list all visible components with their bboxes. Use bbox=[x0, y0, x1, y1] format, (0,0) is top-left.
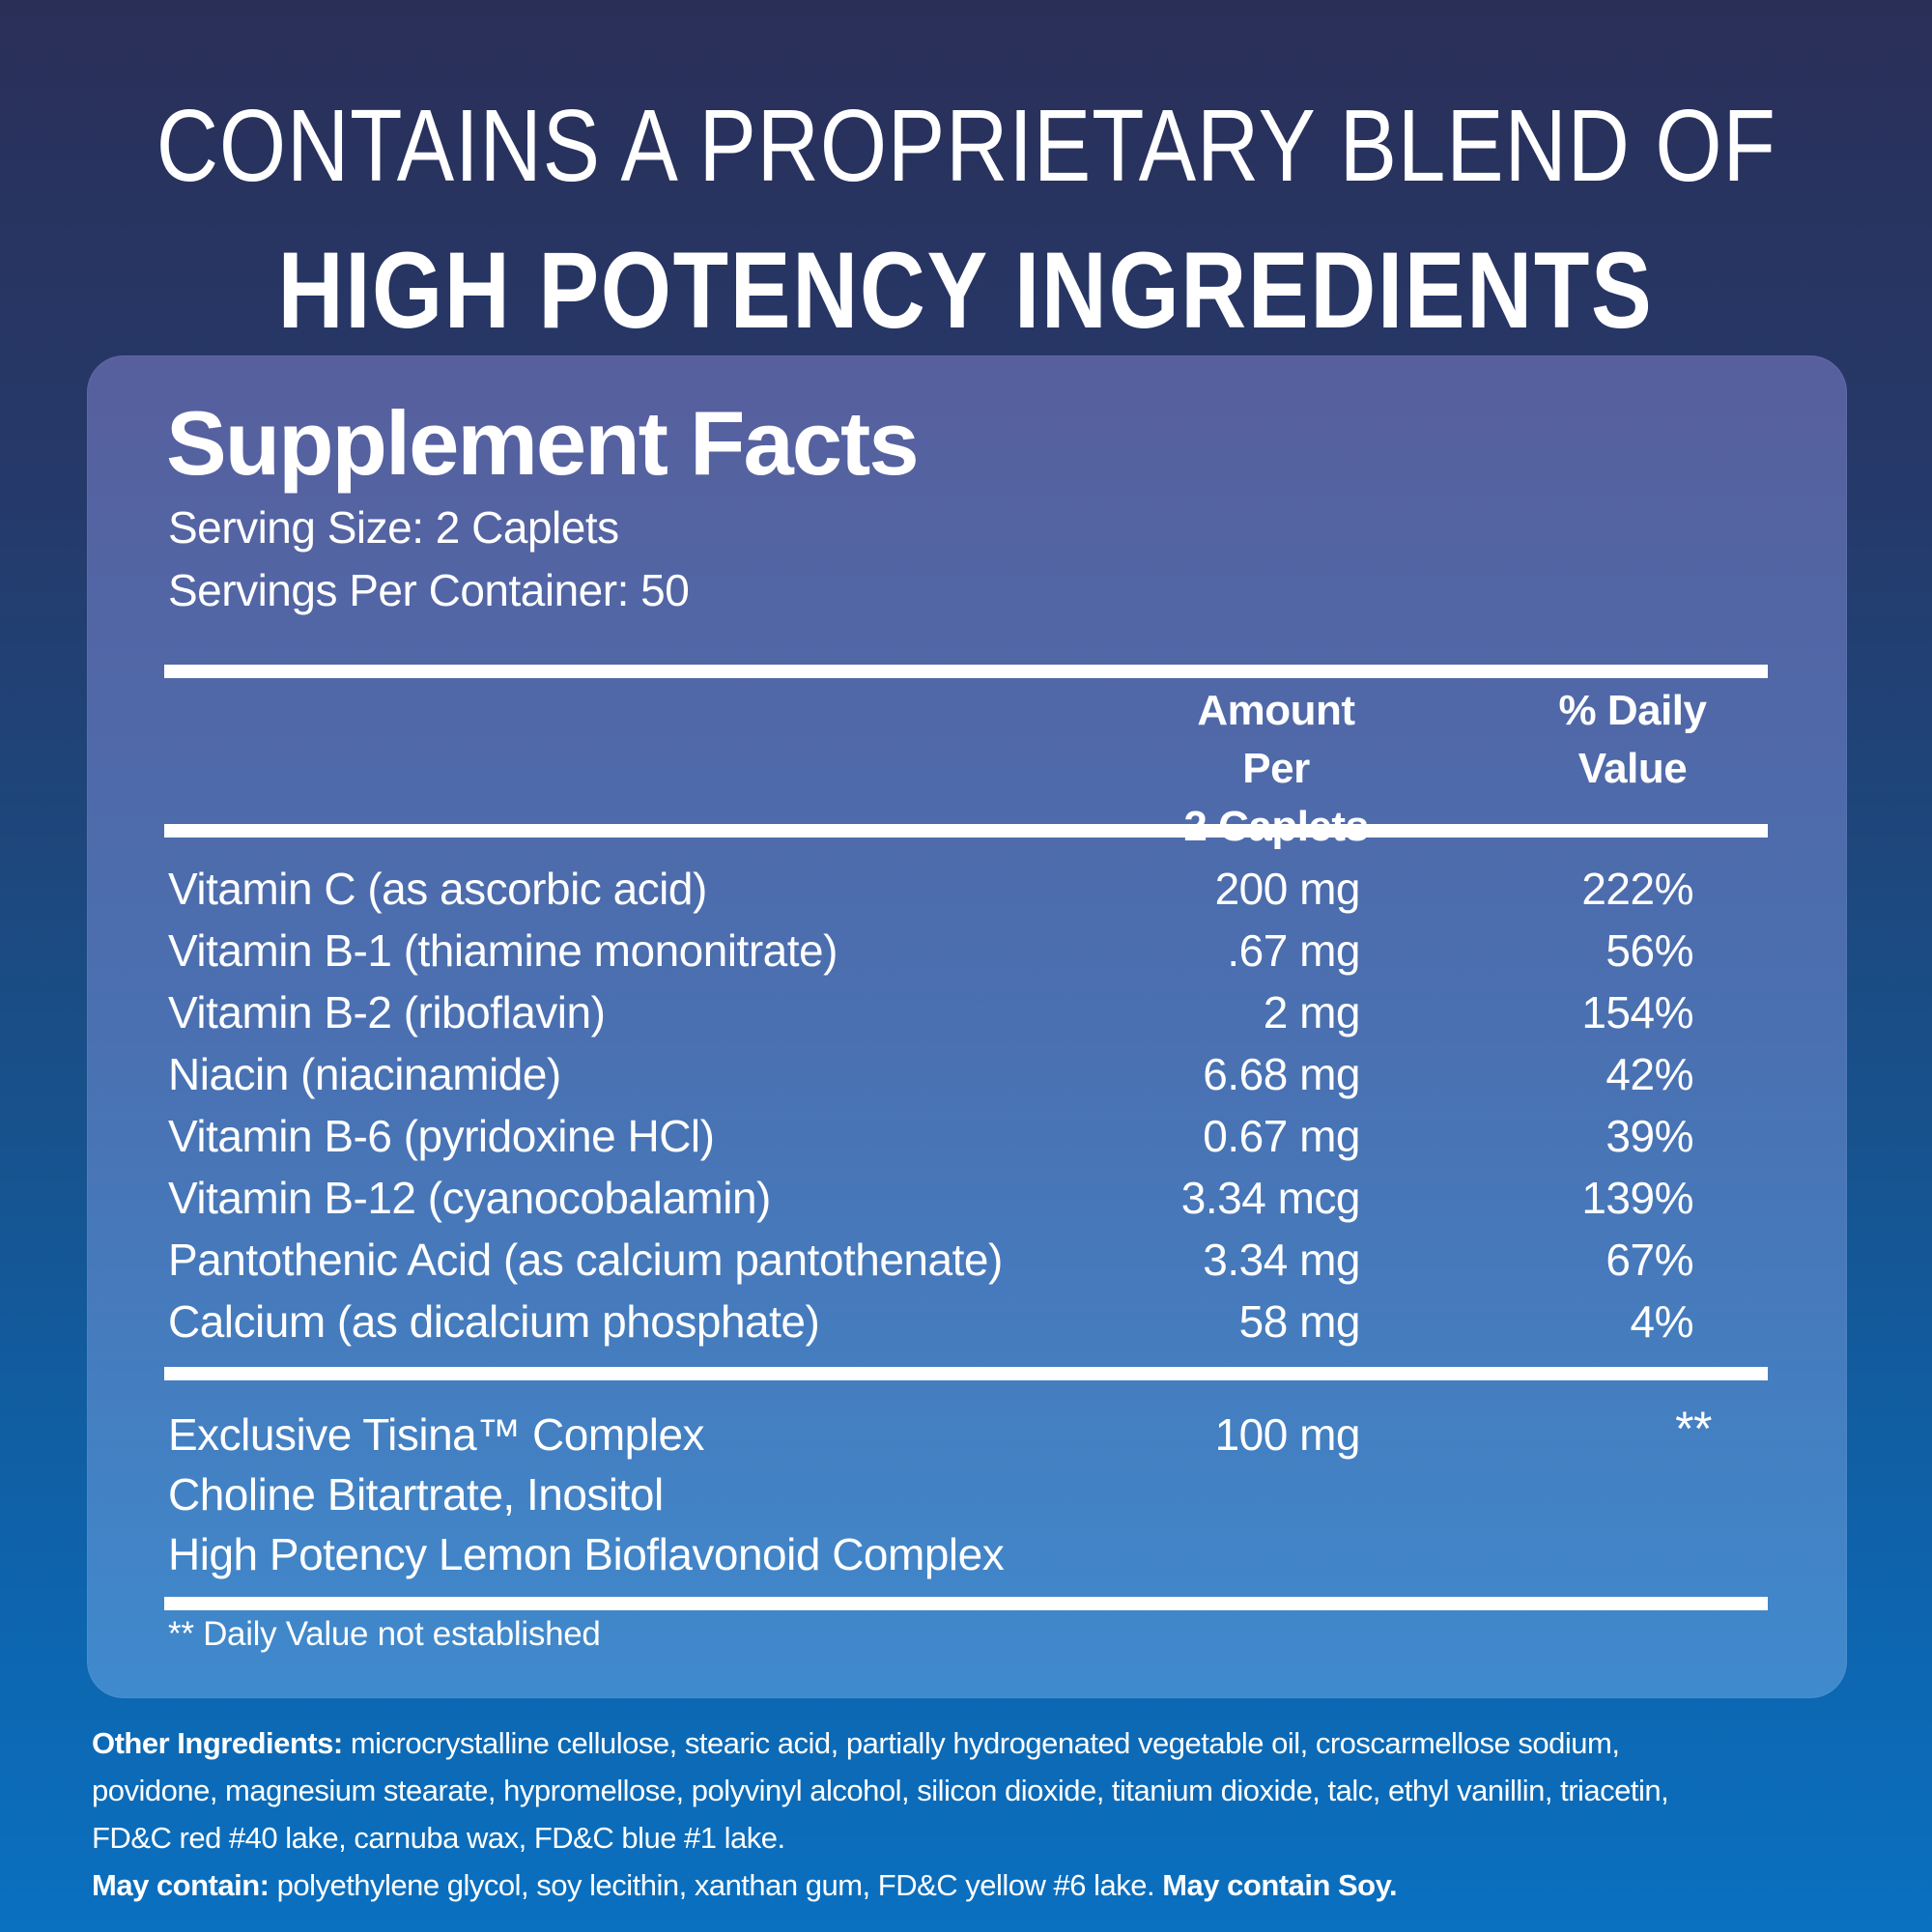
divider-footnote bbox=[164, 1597, 1768, 1610]
ingredient-amount: .67 mg bbox=[1227, 925, 1360, 976]
ingredient-daily-value: 67% bbox=[1605, 1235, 1693, 1285]
table-row: Pantothenic Acid (as calcium pantothenat… bbox=[168, 1229, 1766, 1291]
blend-name: Exclusive Tisina™ Complex bbox=[168, 1409, 705, 1460]
ingredient-name: Vitamin B-1 (thiamine mononitrate) bbox=[168, 925, 838, 976]
may-contain-soy: May contain Soy. bbox=[1162, 1868, 1398, 1902]
ingredient-name: Vitamin B-6 (pyridoxine HCl) bbox=[168, 1111, 715, 1161]
header-amount-per: Amount Per 2 Caplets bbox=[1162, 682, 1433, 856]
serving-info: Serving Size: 2 Caplets Servings Per Con… bbox=[168, 497, 690, 622]
supplement-facts-panel: Supplement Facts Serving Size: 2 Caplets… bbox=[87, 355, 1847, 1698]
table-row: Vitamin C (as ascorbic acid) 200 mg 222% bbox=[168, 858, 1766, 920]
heading-line-2-text: HIGH POTENCY INGREDIENTS bbox=[278, 230, 1654, 351]
ingredient-name: Vitamin C (as ascorbic acid) bbox=[168, 864, 707, 914]
heading-line-1: CONTAINS A PROPRIETARY BLEND OF bbox=[0, 89, 1932, 234]
blend-daily-value: ** bbox=[1675, 1402, 1712, 1456]
divider-top bbox=[164, 665, 1768, 678]
table-row: Exclusive Tisina™ Complex 100 mg ** bbox=[168, 1402, 1766, 1464]
table-row: Vitamin B-6 (pyridoxine HCl) 0.67 mg 39% bbox=[168, 1105, 1766, 1167]
divider-blend bbox=[164, 1367, 1768, 1380]
header-dv-line2: Value bbox=[1577, 745, 1688, 792]
table-row: Calcium (as dicalcium phosphate) 58 mg 4… bbox=[168, 1291, 1766, 1352]
proprietary-blend-section: Exclusive Tisina™ Complex 100 mg ** Chol… bbox=[168, 1402, 1766, 1584]
blend-amount: 100 mg bbox=[1214, 1409, 1361, 1460]
heading-line-1-text: CONTAINS A PROPRIETARY BLEND OF bbox=[156, 89, 1776, 203]
heading-line-2: HIGH POTENCY INGREDIENTS bbox=[0, 234, 1932, 381]
table-row: Vitamin B-2 (riboflavin) 2 mg 154% bbox=[168, 981, 1766, 1043]
ingredient-name: Pantothenic Acid (as calcium pantothenat… bbox=[168, 1235, 1003, 1285]
ingredient-amount: 2 mg bbox=[1263, 987, 1361, 1037]
blend-component: Choline Bitartrate, Inositol bbox=[168, 1469, 664, 1520]
ingredient-daily-value: 222% bbox=[1581, 864, 1693, 914]
header-dv-line1: % Daily bbox=[1558, 687, 1707, 734]
ingredient-name: Vitamin B-12 (cyanocobalamin) bbox=[168, 1173, 771, 1223]
other-ingredients-paragraph: Other Ingredients: microcrystalline cell… bbox=[92, 1719, 1845, 1861]
ingredient-amount: 58 mg bbox=[1238, 1296, 1361, 1347]
table-row: Niacin (niacinamide) 6.68 mg 42% bbox=[168, 1043, 1766, 1105]
serving-size: Serving Size: 2 Caplets bbox=[168, 502, 619, 553]
ingredient-name: Vitamin B-2 (riboflavin) bbox=[168, 987, 606, 1037]
may-contain-text: polyethylene glycol, soy lecithin, xanth… bbox=[269, 1868, 1163, 1902]
header-daily-value: % Daily Value bbox=[1433, 682, 1766, 856]
ingredient-daily-value: 39% bbox=[1605, 1111, 1693, 1161]
blend-component: High Potency Lemon Bioflavonoid Complex bbox=[168, 1529, 1005, 1579]
ingredient-name: Niacin (niacinamide) bbox=[168, 1049, 561, 1099]
table-row: Vitamin B-12 (cyanocobalamin) 3.34 mcg 1… bbox=[168, 1167, 1766, 1229]
ingredient-amount: 3.34 mg bbox=[1203, 1235, 1360, 1285]
servings-per-container: Servings Per Container: 50 bbox=[168, 565, 690, 615]
ingredient-amount: 3.34 mcg bbox=[1180, 1173, 1361, 1223]
other-ingredients-line2: povidone, magnesium stearate, hypromello… bbox=[92, 1774, 1669, 1807]
other-ingredients-label: Other Ingredients: bbox=[92, 1726, 343, 1760]
ingredient-daily-value: 4% bbox=[1630, 1296, 1694, 1347]
nutrient-table: Vitamin C (as ascorbic acid) 200 mg 222%… bbox=[168, 858, 1766, 1352]
ingredient-daily-value: 56% bbox=[1605, 925, 1693, 976]
table-header: Amount Per 2 Caplets % Daily Value bbox=[168, 682, 1766, 856]
other-ingredients-line3: FD&C red #40 lake, carnuba wax, FD&C blu… bbox=[92, 1821, 785, 1855]
ingredient-amount: 6.68 mg bbox=[1203, 1049, 1360, 1099]
daily-value-footnote: ** Daily Value not established bbox=[168, 1615, 601, 1653]
ingredient-daily-value: 154% bbox=[1581, 987, 1693, 1037]
divider-header bbox=[164, 824, 1768, 838]
may-contain-paragraph: May contain: polyethylene glycol, soy le… bbox=[92, 1861, 1845, 1909]
table-row: Vitamin B-1 (thiamine mononitrate) .67 m… bbox=[168, 920, 1766, 981]
ingredient-daily-value: 139% bbox=[1581, 1173, 1693, 1223]
other-ingredients-section: Other Ingredients: microcrystalline cell… bbox=[92, 1719, 1845, 1909]
other-ingredients-line1: microcrystalline cellulose, stearic acid… bbox=[342, 1726, 1620, 1760]
ingredient-amount: 0.67 mg bbox=[1203, 1111, 1360, 1161]
top-heading: CONTAINS A PROPRIETARY BLEND OF HIGH POT… bbox=[0, 89, 1932, 381]
ingredient-amount: 200 mg bbox=[1214, 864, 1361, 914]
ingredient-name: Calcium (as dicalcium phosphate) bbox=[168, 1296, 820, 1347]
header-amount-line1: Amount Per bbox=[1197, 687, 1355, 792]
panel-title: Supplement Facts bbox=[166, 392, 920, 494]
may-contain-label: May contain: bbox=[92, 1868, 270, 1902]
ingredient-daily-value: 42% bbox=[1605, 1049, 1693, 1099]
